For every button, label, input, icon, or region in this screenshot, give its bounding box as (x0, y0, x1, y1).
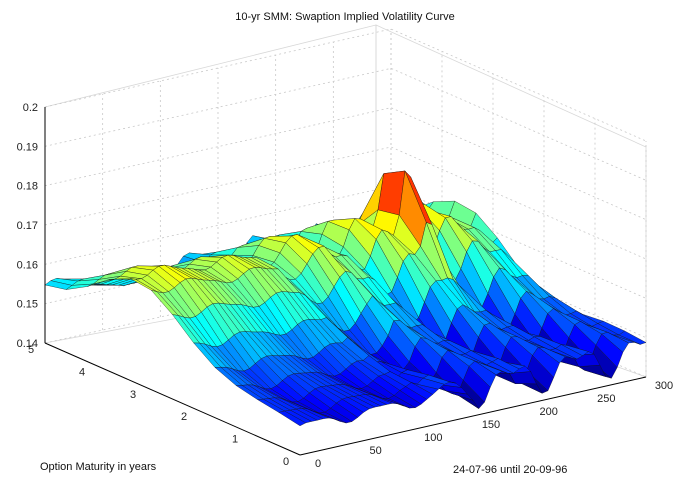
date-range-annotation: 24-07-96 until 20-09-96 (453, 464, 567, 476)
x-tick-label: 5 (28, 344, 34, 356)
volatility-surface (44, 170, 647, 427)
z-tick-label: 0.17 (17, 220, 38, 232)
y-tick-label: 100 (424, 432, 442, 444)
z-tick-label: 0.19 (17, 141, 38, 153)
z-tick-label: 0.16 (17, 259, 38, 271)
x-axis-line (44, 342, 301, 456)
grid-line (44, 67, 647, 181)
y-tick-label: 50 (370, 445, 382, 457)
x-tick-label: 3 (130, 389, 136, 401)
axes (44, 107, 647, 456)
z-tick-label: 0.18 (17, 181, 38, 193)
chart-title: 10-yr SMM: Swaption Implied Volatility C… (235, 11, 454, 23)
tick-labels: 0.140.150.160.170.180.190.20123450501001… (17, 102, 674, 470)
surface-patch (278, 410, 307, 427)
y-tick-label: 150 (482, 419, 500, 431)
z-tick-label: 0.2 (23, 102, 38, 114)
y-tick-label: 250 (597, 393, 615, 405)
x-tick-label: 1 (232, 434, 238, 446)
y-tick-label: 300 (655, 380, 673, 392)
y-tick-label: 0 (315, 458, 321, 470)
x-axis-label: Option Maturity in years (40, 461, 157, 473)
y-tick-label: 200 (539, 406, 557, 418)
grid-line (44, 146, 647, 260)
x-tick-label: 2 (181, 411, 187, 423)
x-tick-label: 0 (283, 456, 289, 468)
grid-line (44, 225, 647, 339)
x-tick-label: 4 (79, 366, 85, 378)
z-tick-label: 0.14 (17, 338, 38, 350)
grid-line (44, 28, 647, 142)
z-tick-label: 0.15 (17, 299, 38, 311)
grid-line (44, 185, 647, 299)
y-axis-line (299, 376, 647, 456)
grid-line (44, 107, 647, 221)
